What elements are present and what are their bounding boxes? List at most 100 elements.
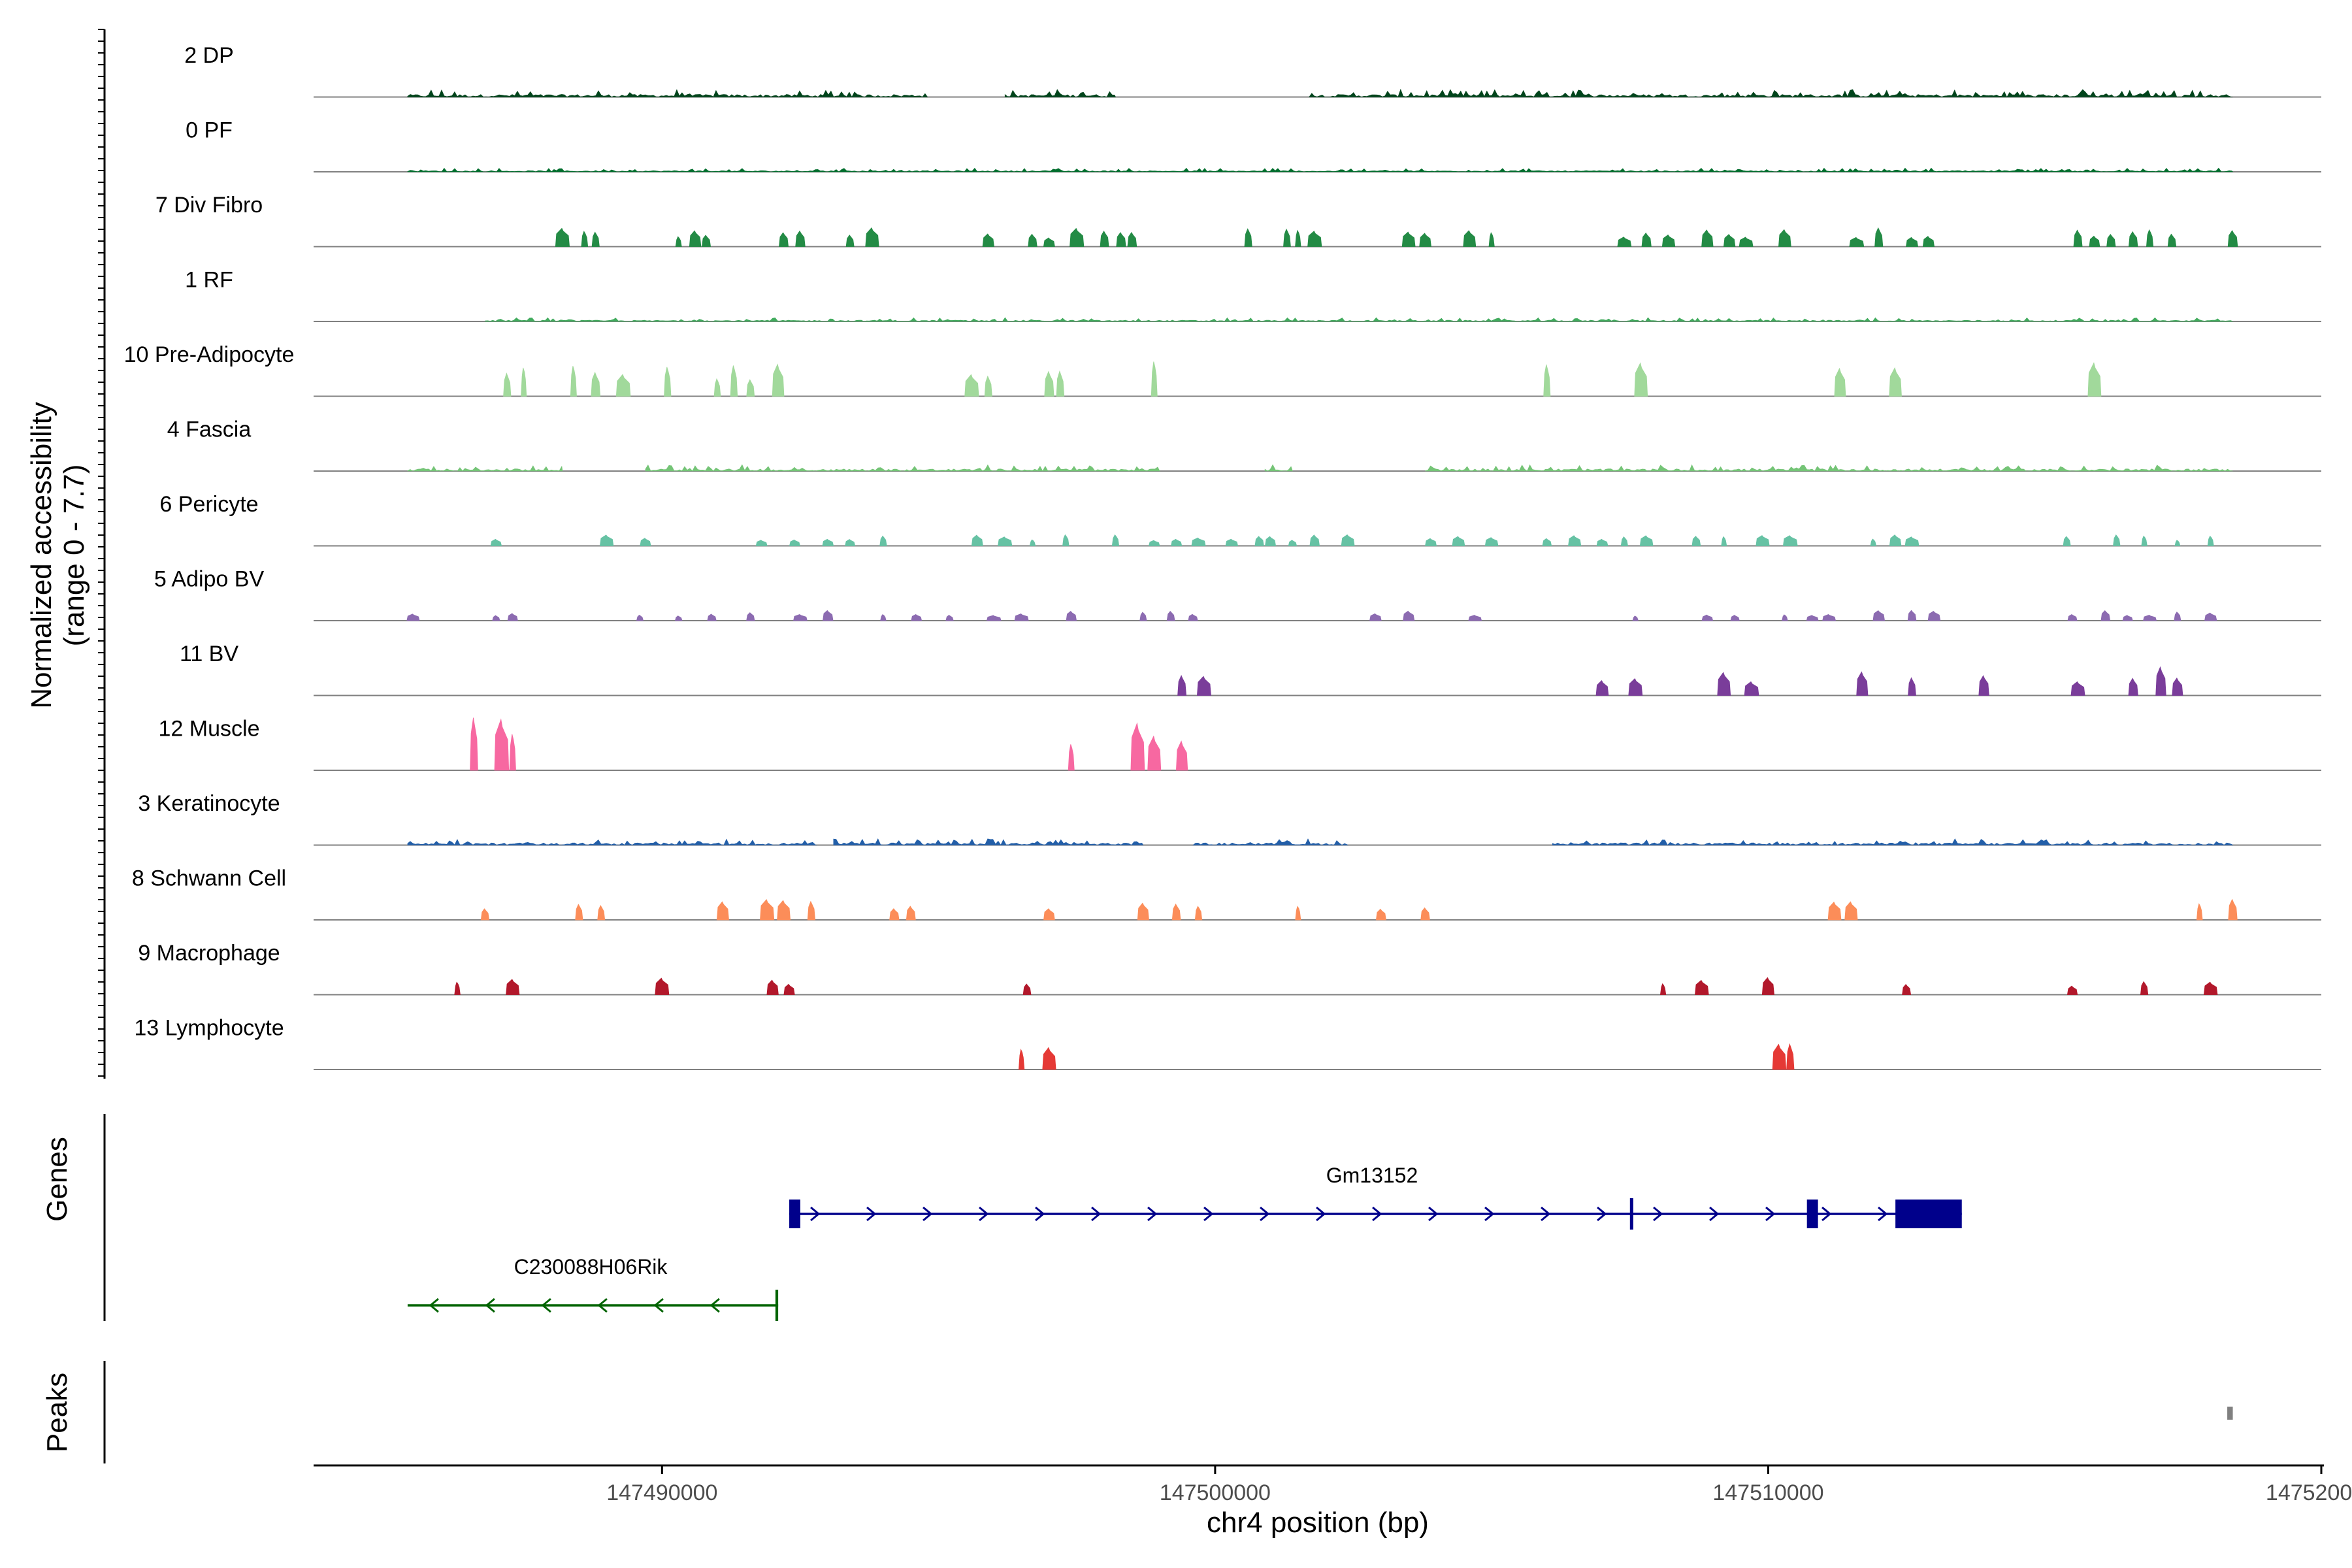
coverage-peak	[1543, 364, 1551, 397]
coverage-peak	[2089, 235, 2100, 247]
coverage-peak	[1906, 237, 1919, 247]
coverage-peak	[766, 979, 779, 995]
coverage-peak	[1620, 536, 1628, 546]
coverage-peak	[1639, 535, 1654, 546]
coverage-peak	[760, 899, 775, 921]
coverage-peak	[1100, 230, 1109, 247]
coverage-peak	[716, 901, 729, 921]
coverage-peak	[1772, 1043, 1787, 1070]
coverage-peak	[1822, 614, 1837, 621]
coverage-peak	[1922, 236, 1935, 247]
track-label: 0 PF	[186, 118, 233, 143]
coverage-peak	[509, 734, 516, 771]
coverage-peak	[599, 534, 614, 546]
exon	[1629, 1198, 1633, 1230]
coverage-area	[485, 317, 2233, 322]
coverage-peak	[1870, 538, 1877, 546]
coverage-peak	[2174, 612, 2181, 621]
track-label: 7 Div Fibro	[155, 193, 263, 218]
coverage-peak	[1978, 675, 1989, 696]
coverage-peak	[674, 615, 683, 621]
coverage-peak	[1139, 612, 1147, 621]
coverage-peak	[1488, 232, 1495, 247]
coverage-peak	[772, 363, 785, 397]
coverage-peak	[1463, 230, 1477, 247]
track-label: 10 Pre-Adipocyte	[124, 342, 295, 367]
coverage-peak	[664, 367, 672, 397]
coverage-peak	[1148, 540, 1160, 546]
coverage-peak	[1568, 535, 1582, 546]
coverage-peak	[2113, 534, 2121, 546]
gene-label: C230088H06Rik	[514, 1255, 668, 1279]
coverage-peak	[789, 539, 801, 546]
coverage-peak	[1244, 228, 1252, 247]
track-label: 12 Muscle	[159, 717, 260, 742]
coverage-area	[1192, 838, 1349, 845]
strand-arrow	[979, 1206, 989, 1222]
coverage-peak	[984, 375, 992, 397]
strand-arrow	[1765, 1206, 1776, 1222]
coverage-peak	[755, 540, 768, 546]
coverage-peak	[880, 614, 887, 621]
coverage-area	[407, 465, 563, 472]
coverage-peak	[490, 538, 502, 546]
y-axis	[98, 29, 106, 1079]
track-label: 6 Pericyte	[159, 492, 258, 517]
track-label: 1 RF	[185, 268, 233, 293]
coverage-area	[1309, 88, 2233, 98]
coverage-peak	[1171, 903, 1181, 921]
coverage-peak	[2128, 231, 2138, 247]
coverage-peak	[1907, 610, 1917, 621]
coverage-peak	[675, 236, 682, 247]
strand-arrow	[653, 1298, 664, 1313]
coverage-peak	[1701, 229, 1714, 247]
coverage-peak	[2204, 612, 2217, 621]
coverage-peak	[1127, 232, 1137, 247]
coverage-peak	[707, 613, 717, 621]
coverage-peak	[1889, 367, 1902, 397]
coverage-peak	[779, 232, 789, 247]
coverage-peak	[1295, 229, 1301, 247]
coverage-peak	[986, 615, 1002, 621]
strand-arrow	[429, 1298, 439, 1313]
coverage-peak	[555, 227, 570, 247]
coverage-peak	[2142, 615, 2157, 621]
coverage-peak	[1849, 237, 1865, 247]
coverage-peak	[702, 235, 711, 247]
coverage-peak	[2066, 985, 2078, 995]
coverage-area	[1004, 89, 1116, 97]
coverage-peak	[1782, 535, 1798, 546]
coverage-area	[1264, 464, 1293, 472]
coverage-peak	[1018, 1048, 1025, 1070]
track-6-pericyte: 6 Pericyte	[159, 492, 2321, 547]
coverage-peak	[746, 612, 755, 621]
peaks-panel	[103, 1361, 2233, 1463]
coverage-peak	[1904, 536, 1919, 546]
coverage-peak	[591, 371, 601, 397]
coverage-peak	[1596, 538, 1609, 546]
coverage-peak	[1628, 678, 1643, 696]
coverage-peak	[889, 908, 900, 921]
coverage-peak	[1756, 535, 1770, 546]
peaks-panel-label: Peaks	[41, 1373, 73, 1452]
coverage-peak	[1056, 370, 1065, 397]
coverage-area	[407, 89, 928, 97]
coverage-peak	[2063, 536, 2071, 546]
coverage-peak	[1288, 540, 1298, 546]
strand-arrow	[541, 1298, 551, 1313]
genes-panel-label: Genes	[41, 1137, 73, 1222]
coverage-peak	[1632, 615, 1639, 621]
coverage-peak	[1827, 901, 1842, 921]
coverage-peak	[1044, 370, 1054, 397]
coverage-peak	[1781, 614, 1788, 621]
coverage-peak	[1778, 229, 1791, 247]
coverage-peak	[689, 230, 702, 247]
coverage-peak	[1744, 681, 1759, 696]
coverage-peak	[2167, 233, 2177, 247]
coverage-peak	[1595, 680, 1609, 696]
coverage-peak	[2141, 535, 2148, 546]
coverage-peak	[1806, 615, 1819, 621]
coverage-peak	[2196, 903, 2203, 921]
coverage-peak	[1043, 908, 1055, 921]
coverage-peak	[1341, 534, 1355, 546]
